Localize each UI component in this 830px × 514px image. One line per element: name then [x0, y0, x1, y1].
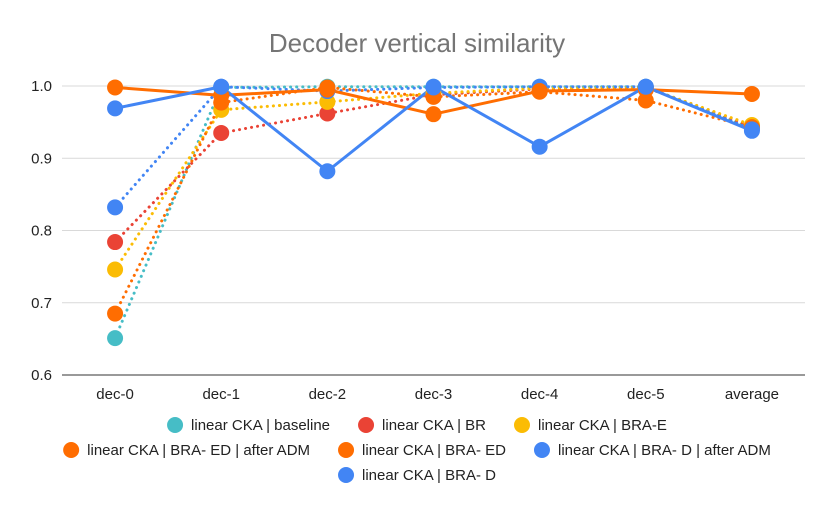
data-point — [319, 163, 336, 180]
legend-swatch — [358, 417, 375, 433]
data-point — [107, 330, 124, 347]
y-tick-label: 0.6 — [31, 367, 52, 384]
x-tick-label: dec-5 — [627, 386, 665, 403]
x-tick-label: dec-3 — [415, 386, 453, 403]
data-point — [531, 138, 548, 155]
data-point — [531, 83, 548, 100]
data-point — [425, 78, 442, 95]
series-markers — [107, 78, 760, 347]
legend-label: linear CKA | BRA- D — [362, 467, 496, 484]
data-point — [107, 79, 124, 96]
data-point — [213, 124, 230, 141]
data-point — [743, 85, 760, 102]
data-point — [107, 199, 124, 216]
chart-title: Decoder vertical similarity — [269, 28, 565, 58]
legend-item: linear CKA | BRA- D — [338, 467, 496, 484]
y-tick-label: 0.9 — [31, 150, 52, 167]
legend-label: linear CKA | BRA-E — [538, 417, 667, 434]
legend-item: linear CKA | BRA- D | after ADM — [533, 442, 771, 459]
x-tick-label: average — [725, 386, 779, 403]
legend-swatch — [338, 442, 355, 458]
series-line — [113, 85, 754, 340]
data-point — [107, 100, 124, 117]
legend-label: linear CKA | BR — [382, 417, 486, 434]
data-point — [425, 106, 442, 123]
legend-swatch — [167, 417, 184, 433]
gridlines — [62, 85, 805, 376]
series-lines — [113, 85, 754, 340]
legend-label: linear CKA | BRA- ED | after ADM — [87, 442, 310, 459]
legend-swatch — [338, 467, 355, 483]
legend-swatch — [513, 417, 530, 433]
data-point — [107, 305, 124, 322]
data-point — [637, 78, 654, 95]
legend-item: linear CKA | baseline — [167, 417, 330, 434]
data-point — [213, 78, 230, 95]
legend: linear CKA | baseline linear CKA | BR line… — [63, 417, 771, 484]
x-tick-label: dec-2 — [309, 386, 347, 403]
data-point — [107, 261, 124, 278]
legend-item: linear CKA | BRA- ED — [338, 442, 506, 459]
y-tick-label: 0.8 — [31, 223, 52, 240]
legend-item: linear CKA | BR — [358, 417, 486, 434]
y-tick-label: 1.0 — [31, 78, 52, 95]
data-point — [107, 234, 124, 251]
legend-label: linear CKA | BRA- ED — [362, 442, 506, 459]
legend-item: linear CKA | BRA-E — [513, 417, 667, 434]
x-tick-label: dec-4 — [521, 386, 559, 403]
data-point — [319, 81, 336, 98]
x-tick-label: dec-0 — [96, 386, 134, 403]
legend-swatch — [533, 442, 550, 458]
legend-label: linear CKA | BRA- D | after ADM — [558, 442, 771, 459]
legend-item: linear CKA | BRA- ED | after ADM — [63, 442, 310, 459]
y-tick-label: 0.7 — [31, 295, 52, 312]
legend-label: linear CKA | baseline — [191, 417, 330, 434]
x-tick-label: dec-1 — [202, 386, 240, 403]
data-point — [319, 105, 336, 122]
x-axis-ticks: dec-0 dec-1 dec-2 dec-3 dec-4 dec-5 average — [96, 386, 779, 403]
data-point — [743, 122, 760, 139]
y-axis-ticks: 0.6 0.7 0.8 0.9 1.0 — [31, 78, 52, 384]
legend-swatch — [63, 442, 80, 458]
